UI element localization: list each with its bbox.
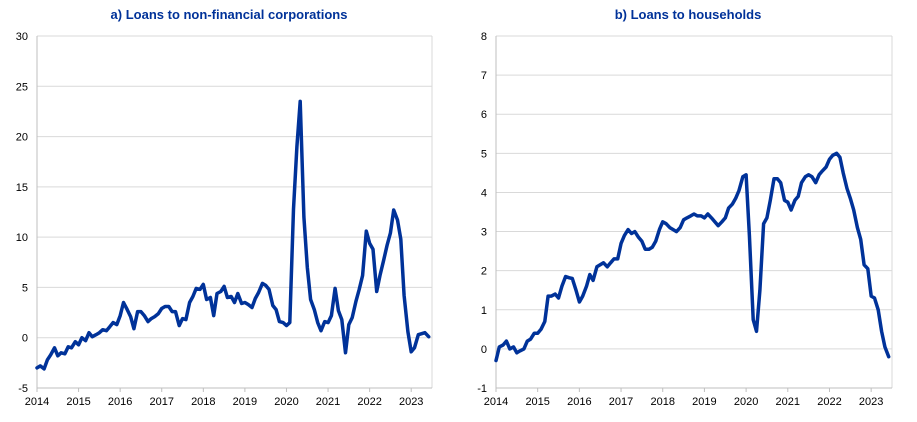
y-tick-label: 7 (481, 70, 487, 82)
y-tick-label: 25 (16, 81, 28, 93)
series-line (494, 151, 891, 363)
x-tick-label: 2023 (859, 396, 883, 408)
x-tick-label: 2021 (316, 396, 340, 408)
y-tick-label: 20 (16, 132, 28, 144)
y-tick-label: 1 (481, 305, 487, 317)
x-tick-label: 2022 (357, 396, 381, 408)
x-tick-label: 2015 (525, 396, 549, 408)
y-tick-label: 2 (481, 266, 487, 278)
y-tick-label: 5 (22, 282, 28, 294)
y-tick-label: -1 (477, 383, 487, 395)
x-tick-label: 2019 (692, 396, 716, 408)
x-tick-label: 2022 (817, 396, 841, 408)
x-tick-label: 2016 (567, 396, 591, 408)
x-tick-label: 2014 (484, 396, 508, 408)
y-tick-label: 6 (481, 109, 487, 121)
y-tick-label: -5 (18, 383, 28, 395)
y-tick-label: 30 (16, 31, 28, 43)
chart-title: a) Loans to non-financial corporations (110, 7, 348, 22)
x-tick-label: 2014 (25, 396, 49, 408)
x-tick-label: 2020 (734, 396, 758, 408)
x-tick-label: 2016 (108, 396, 132, 408)
y-tick-label: 3 (481, 227, 487, 239)
chart-svg-nfc: -5 0 5 10 15 20 25 30 2014 2015 2016 2017 2018 2019 20… (16, 31, 433, 408)
x-tick-label: 2015 (66, 396, 90, 408)
x-tick-label: 2018 (650, 396, 674, 408)
x-tick-label: 2018 (191, 396, 215, 408)
x-tick-label: 2020 (274, 396, 298, 408)
x-tick-label: 2017 (149, 396, 173, 408)
x-tick-label: 2017 (609, 396, 633, 408)
y-tick-label: 10 (16, 232, 28, 244)
chart-panel-nfc: a) Loans to non-financial corporations -… (0, 0, 458, 422)
series-line (35, 99, 431, 371)
chart-panel-households: b) Loans to households -1 0 1 2 3 4 5 6 7 8 2014 20… (459, 0, 917, 422)
chart-title: b) Loans to households (614, 7, 762, 22)
y-tick-label: 8 (481, 31, 487, 43)
x-tick-label: 2023 (399, 396, 423, 408)
x-tick-label: 2019 (233, 396, 257, 408)
y-tick-label: 0 (481, 344, 487, 356)
y-tick-label: 5 (481, 148, 487, 160)
y-tick-label: 15 (16, 182, 28, 194)
x-tick-label: 2021 (776, 396, 800, 408)
y-tick-label: 4 (481, 187, 487, 199)
y-tick-label: 0 (22, 333, 28, 345)
chart-svg-households: -1 0 1 2 3 4 5 6 7 8 2014 2015 2016 2017 2018 2019 2020 2… (477, 31, 893, 408)
